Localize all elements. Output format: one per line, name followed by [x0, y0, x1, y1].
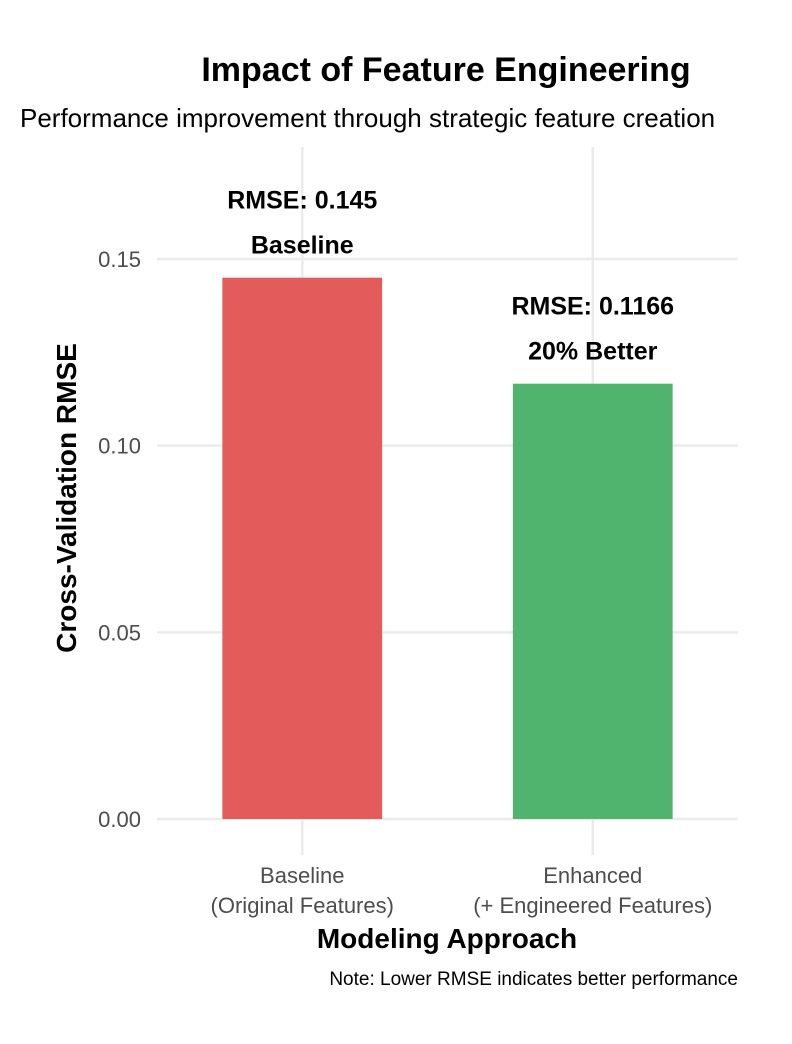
ticks-layer: 0.00 0.05 0.10 0.15 Baseline (Original Featur…	[98, 247, 712, 918]
x-tick-label: Baseline	[260, 863, 344, 888]
bar-data-label: RMSE: 0.145	[227, 187, 377, 215]
y-tick-label: 0.00	[98, 807, 141, 832]
x-tick-label: (Original Features)	[211, 893, 394, 918]
y-tick-label: 0.10	[98, 434, 141, 459]
y-tick-label: 0.05	[98, 620, 141, 645]
bar-data-label: Baseline	[251, 232, 354, 260]
x-tick-label: Enhanced	[543, 863, 642, 888]
x-tick-label: (+ Engineered Features)	[473, 893, 712, 918]
bar	[222, 277, 383, 820]
y-axis-title: Cross-Validation RMSE	[51, 343, 82, 653]
labels-layer: RMSE: 0.145 Baseline RMSE: 0.1166 20% Bette…	[227, 187, 674, 366]
chart-caption: Note: Lower RMSE indicates better perfor…	[329, 969, 738, 990]
x-axis-title: Modeling Approach	[317, 923, 577, 954]
chart-title: Impact of Feature Engineering	[201, 51, 690, 89]
bars-layer	[222, 277, 673, 820]
bar	[512, 383, 673, 819]
bar-data-label: RMSE: 0.1166	[511, 293, 674, 321]
y-tick-label: 0.15	[98, 247, 141, 272]
bar-data-label: 20% Better	[528, 338, 657, 366]
chart-subtitle: Performance improvement through strategi…	[20, 103, 715, 133]
